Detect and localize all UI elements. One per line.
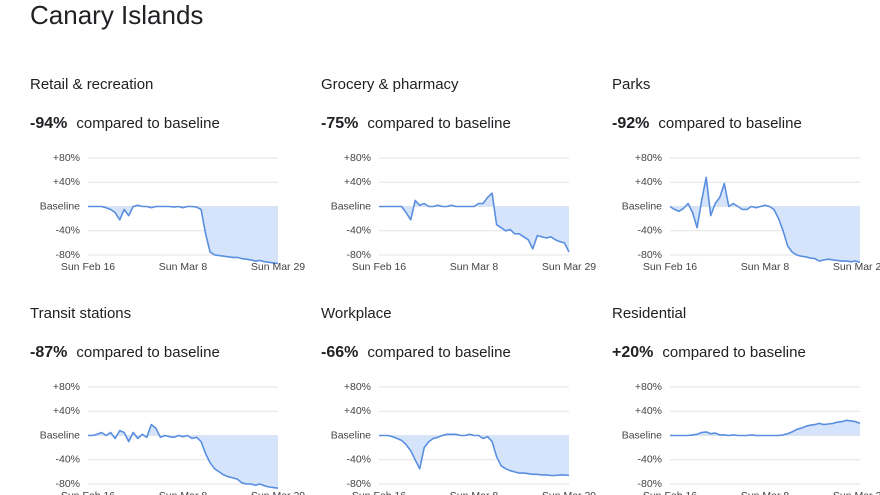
- change-value: -66%: [321, 344, 358, 361]
- x-tick-label: Sun Mar 8: [450, 490, 499, 495]
- change-value: -92%: [612, 115, 649, 132]
- change-note: compared to baseline: [367, 344, 510, 361]
- y-tick-label: Baseline: [331, 429, 371, 441]
- change-value: -87%: [30, 344, 67, 361]
- y-tick-label: Baseline: [40, 429, 80, 441]
- y-tick-label: -80%: [346, 478, 371, 490]
- y-tick-label: +80%: [344, 381, 371, 393]
- chart-title: Retail & recreation: [30, 76, 153, 93]
- x-tick-label: Sun Mar 8: [159, 261, 208, 273]
- chart-title: Residential: [612, 305, 686, 322]
- y-tick-label: +80%: [53, 152, 80, 164]
- x-tick-label: Sun Feb 16: [643, 490, 697, 495]
- chart-title: Parks: [612, 76, 650, 93]
- change-note: compared to baseline: [76, 115, 219, 132]
- area: [670, 177, 860, 263]
- area: [88, 205, 278, 264]
- area: [670, 420, 860, 436]
- y-tick-label: Baseline: [40, 200, 80, 212]
- y-tick-label: Baseline: [622, 200, 662, 212]
- headline: -87% compared to baseline: [30, 344, 220, 361]
- change-note: compared to baseline: [658, 115, 801, 132]
- area: [88, 424, 278, 489]
- x-tick-label: Sun Mar 29: [542, 261, 596, 273]
- x-tick-label: Sun Feb 16: [352, 261, 406, 273]
- change-note: compared to baseline: [367, 115, 510, 132]
- x-tick-label: Sun Feb 16: [61, 490, 115, 495]
- headline: -66% compared to baseline: [321, 344, 511, 361]
- line: [379, 433, 570, 477]
- chart-title: Transit stations: [30, 305, 131, 322]
- y-tick-label: +40%: [344, 405, 371, 417]
- y-tick-label: +40%: [344, 176, 371, 188]
- x-tick-label: Sun Mar 8: [450, 261, 499, 273]
- x-tick-label: Sun Mar 29: [251, 261, 305, 273]
- y-tick-label: -80%: [55, 478, 80, 490]
- y-tick-label: +80%: [344, 152, 371, 164]
- line: [88, 204, 279, 265]
- y-tick-label: -40%: [637, 225, 662, 237]
- change-note: compared to baseline: [76, 344, 219, 361]
- change-value: +20%: [612, 344, 653, 361]
- line: [670, 419, 861, 437]
- x-tick-label: Sun Feb 16: [643, 261, 697, 273]
- y-tick-label: Baseline: [622, 429, 662, 441]
- y-tick-label: +40%: [53, 176, 80, 188]
- y-tick-label: +40%: [635, 405, 662, 417]
- y-tick-label: -80%: [637, 478, 662, 490]
- y-tick-label: -40%: [637, 454, 662, 466]
- y-tick-label: -40%: [346, 225, 371, 237]
- x-tick-label: Sun Feb 16: [352, 490, 406, 495]
- y-tick-label: -80%: [637, 249, 662, 261]
- headline: -75% compared to baseline: [321, 115, 511, 132]
- chart-title: Grocery & pharmacy: [321, 76, 459, 93]
- headline: +20% compared to baseline: [612, 344, 806, 361]
- change-value: -94%: [30, 115, 67, 132]
- y-tick-label: -80%: [346, 249, 371, 261]
- headline: -92% compared to baseline: [612, 115, 802, 132]
- x-tick-label: Sun Mar 8: [741, 261, 790, 273]
- y-tick-label: -40%: [55, 454, 80, 466]
- y-tick-label: +80%: [53, 381, 80, 393]
- x-tick-label: Sun Mar 29: [833, 261, 880, 273]
- y-tick-label: +40%: [53, 405, 80, 417]
- y-tick-label: +80%: [635, 381, 662, 393]
- line: [379, 192, 570, 253]
- change-value: -75%: [321, 115, 358, 132]
- area: [379, 434, 569, 476]
- page-title: Canary Islands: [30, 0, 203, 30]
- y-tick-label: +80%: [635, 152, 662, 164]
- chart-title: Workplace: [321, 305, 392, 322]
- change-note: compared to baseline: [662, 344, 805, 361]
- headline: -94% compared to baseline: [30, 115, 220, 132]
- line: [88, 423, 279, 489]
- y-tick-label: -40%: [346, 454, 371, 466]
- area: [379, 193, 569, 252]
- x-tick-label: Sun Mar 29: [833, 490, 880, 495]
- x-tick-label: Sun Mar 8: [159, 490, 208, 495]
- x-tick-label: Sun Mar 29: [251, 490, 305, 495]
- y-tick-label: +40%: [635, 176, 662, 188]
- y-tick-label: Baseline: [331, 200, 371, 212]
- x-tick-label: Sun Feb 16: [61, 261, 115, 273]
- x-tick-label: Sun Mar 8: [741, 490, 790, 495]
- x-tick-label: Sun Mar 29: [542, 490, 596, 495]
- y-tick-label: -40%: [55, 225, 80, 237]
- y-tick-label: -80%: [55, 249, 80, 261]
- line: [669, 176, 861, 264]
